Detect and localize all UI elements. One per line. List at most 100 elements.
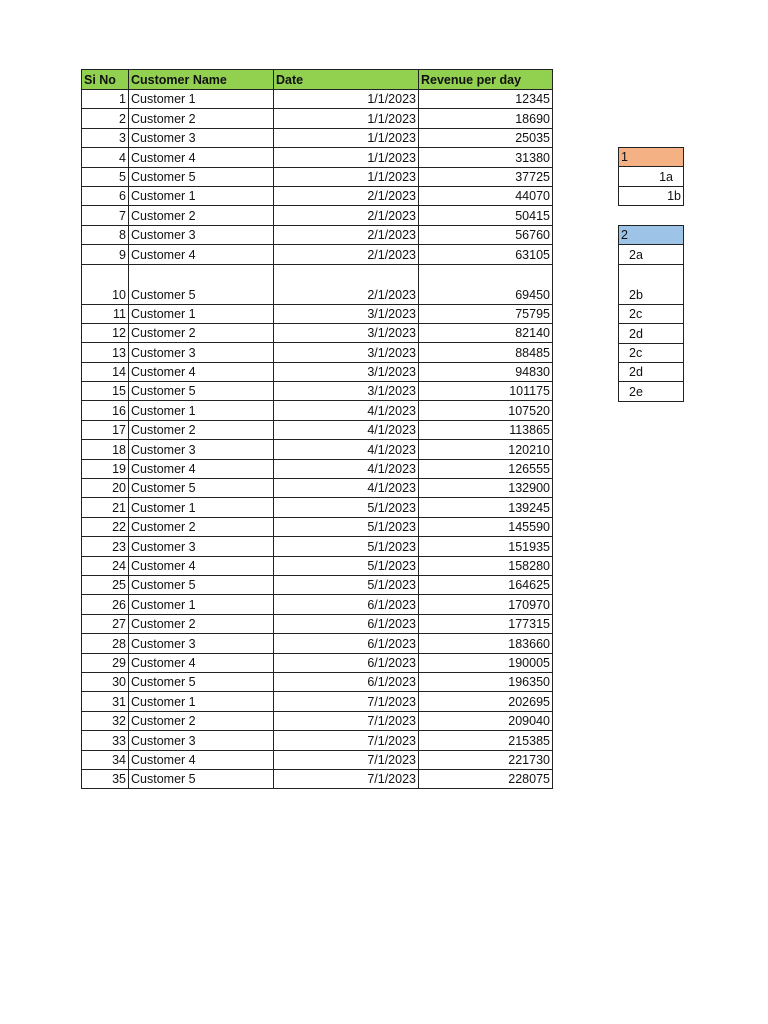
- cell-si-no[interactable]: 29: [81, 652, 129, 673]
- cell-date[interactable]: 5/1/2023: [273, 516, 419, 538]
- group-2-item[interactable]: 2d: [618, 361, 684, 383]
- cell-revenue[interactable]: 202695: [418, 691, 553, 712]
- cell-si-no[interactable]: 11: [81, 303, 129, 324]
- cell-revenue[interactable]: 113865: [418, 419, 553, 441]
- cell-date[interactable]: 7/1/2023: [273, 710, 419, 732]
- cell-customer-name[interactable]: Customer 1: [128, 185, 274, 207]
- cell-revenue[interactable]: 177315: [418, 613, 553, 635]
- cell-customer-name[interactable]: Customer 4: [128, 458, 274, 480]
- cell-customer-name[interactable]: Customer 3: [128, 730, 274, 751]
- cell-customer-name[interactable]: Customer 2: [128, 710, 274, 732]
- cell-revenue[interactable]: 31380: [418, 147, 553, 168]
- group-2-header[interactable]: 2: [618, 224, 684, 246]
- cell-customer-name[interactable]: Customer 4: [128, 244, 274, 265]
- cell-si-no[interactable]: 26: [81, 594, 129, 615]
- cell-date[interactable]: 4/1/2023: [273, 400, 419, 421]
- cell-si-no[interactable]: 20: [81, 478, 129, 499]
- cell-si-no[interactable]: 18: [81, 439, 129, 460]
- cell-revenue[interactable]: 63105: [418, 244, 553, 265]
- cell-si-no[interactable]: 4: [81, 147, 129, 168]
- cell-date[interactable]: 5/1/2023: [273, 574, 419, 596]
- cell-revenue[interactable]: 132900: [418, 478, 553, 499]
- cell-date[interactable]: 6/1/2023: [273, 652, 419, 673]
- cell-si-no[interactable]: 12: [81, 322, 129, 344]
- cell-revenue[interactable]: 228075: [418, 768, 553, 790]
- cell-revenue[interactable]: 25035: [418, 127, 553, 149]
- cell-revenue[interactable]: 50415: [418, 205, 553, 226]
- cell-customer-name[interactable]: Customer 2: [128, 613, 274, 635]
- cell-revenue[interactable]: 44070: [418, 185, 553, 207]
- cell-date[interactable]: 1/1/2023: [273, 108, 419, 129]
- cell-si-no[interactable]: 1: [81, 88, 129, 110]
- cell-customer-name[interactable]: Customer 4: [128, 147, 274, 168]
- cell-customer-name[interactable]: Customer 3: [128, 633, 274, 654]
- cell-si-no[interactable]: 8: [81, 224, 129, 246]
- cell-si-no[interactable]: 23: [81, 536, 129, 557]
- cell-revenue[interactable]: 215385: [418, 730, 553, 751]
- cell-customer-name[interactable]: Customer 2: [128, 322, 274, 344]
- cell-si-no[interactable]: 19: [81, 458, 129, 480]
- cell-customer-name[interactable]: Customer 1: [128, 400, 274, 421]
- cell-date[interactable]: 6/1/2023: [273, 633, 419, 654]
- group-2-item[interactable]: 2c: [618, 342, 684, 363]
- cell-date[interactable]: 2/1/2023: [273, 205, 419, 226]
- cell-revenue[interactable]: 94830: [418, 361, 553, 383]
- cell-date[interactable]: 3/1/2023: [273, 342, 419, 363]
- cell-date[interactable]: 4/1/2023: [273, 458, 419, 480]
- cell-si-no[interactable]: 14: [81, 361, 129, 383]
- cell-date[interactable]: 2/1/2023: [273, 263, 419, 305]
- cell-revenue[interactable]: 37725: [418, 166, 553, 187]
- cell-customer-name[interactable]: Customer 5: [128, 381, 274, 402]
- header-si-no[interactable]: Si No: [81, 69, 129, 90]
- cell-date[interactable]: 4/1/2023: [273, 478, 419, 499]
- cell-date[interactable]: 7/1/2023: [273, 730, 419, 751]
- cell-si-no[interactable]: 25: [81, 574, 129, 596]
- cell-si-no[interactable]: 10: [81, 263, 129, 305]
- cell-date[interactable]: 3/1/2023: [273, 303, 419, 324]
- cell-revenue[interactable]: 101175: [418, 381, 553, 402]
- cell-customer-name[interactable]: Customer 5: [128, 478, 274, 499]
- cell-si-no[interactable]: 35: [81, 768, 129, 790]
- cell-si-no[interactable]: 15: [81, 381, 129, 402]
- cell-date[interactable]: 4/1/2023: [273, 419, 419, 441]
- cell-date[interactable]: 6/1/2023: [273, 613, 419, 635]
- cell-si-no[interactable]: 24: [81, 555, 129, 576]
- cell-date[interactable]: 3/1/2023: [273, 322, 419, 344]
- cell-revenue[interactable]: 126555: [418, 458, 553, 480]
- cell-customer-name[interactable]: Customer 5: [128, 166, 274, 187]
- cell-customer-name[interactable]: Customer 1: [128, 88, 274, 110]
- cell-revenue[interactable]: 107520: [418, 400, 553, 421]
- cell-date[interactable]: 7/1/2023: [273, 691, 419, 712]
- group-1-header[interactable]: 1: [618, 146, 684, 168]
- cell-si-no[interactable]: 34: [81, 749, 129, 770]
- cell-revenue[interactable]: 12345: [418, 88, 553, 110]
- cell-si-no[interactable]: 6: [81, 185, 129, 207]
- cell-customer-name[interactable]: Customer 3: [128, 439, 274, 460]
- cell-revenue[interactable]: 139245: [418, 497, 553, 518]
- cell-revenue[interactable]: 151935: [418, 536, 553, 557]
- cell-date[interactable]: 1/1/2023: [273, 88, 419, 110]
- cell-revenue[interactable]: 164625: [418, 574, 553, 596]
- cell-customer-name[interactable]: Customer 4: [128, 749, 274, 770]
- cell-date[interactable]: 1/1/2023: [273, 147, 419, 168]
- header-revenue[interactable]: Revenue per day: [418, 69, 553, 90]
- cell-customer-name[interactable]: Customer 5: [128, 768, 274, 790]
- cell-customer-name[interactable]: Customer 3: [128, 224, 274, 246]
- cell-date[interactable]: 2/1/2023: [273, 185, 419, 207]
- header-customer-name[interactable]: Customer Name: [128, 69, 274, 90]
- cell-date[interactable]: 2/1/2023: [273, 244, 419, 265]
- cell-customer-name[interactable]: Customer 5: [128, 263, 274, 305]
- cell-date[interactable]: 6/1/2023: [273, 594, 419, 615]
- cell-si-no[interactable]: 32: [81, 710, 129, 732]
- cell-date[interactable]: 3/1/2023: [273, 381, 419, 402]
- cell-revenue[interactable]: 183660: [418, 633, 553, 654]
- cell-revenue[interactable]: 56760: [418, 224, 553, 246]
- cell-si-no[interactable]: 33: [81, 730, 129, 751]
- cell-revenue[interactable]: 221730: [418, 749, 553, 770]
- header-date[interactable]: Date: [273, 69, 419, 90]
- group-1-item[interactable]: 1a: [618, 166, 684, 187]
- cell-date[interactable]: 7/1/2023: [273, 749, 419, 770]
- group-2-item[interactable]: 2b: [618, 263, 684, 305]
- cell-customer-name[interactable]: Customer 4: [128, 652, 274, 673]
- cell-customer-name[interactable]: Customer 1: [128, 691, 274, 712]
